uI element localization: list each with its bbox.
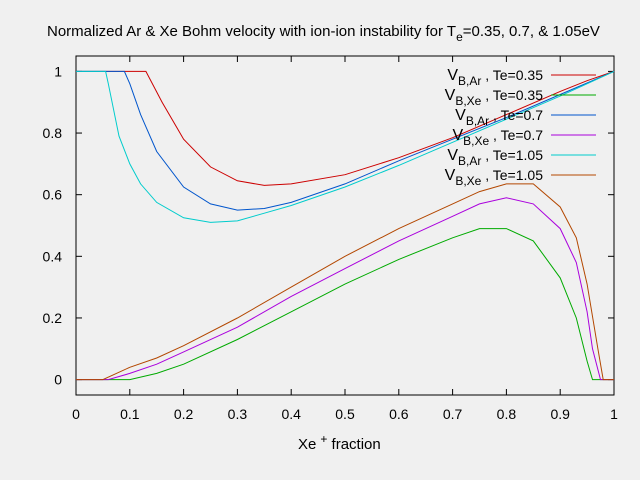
- x-axis-ticks: 0 0.1 0.2 0.3 0.4 0.5 0.6 0.7 0.8 0.9 1: [72, 56, 618, 422]
- x-axis-label-superscript: +: [320, 432, 327, 446]
- y-tick-label: 0.2: [43, 310, 63, 326]
- series-lines: [76, 70, 615, 381]
- chart-title-subscript: e: [456, 30, 463, 44]
- legend-label-5: VB,Ar , Te=1.05: [447, 147, 543, 168]
- legend-label-6: VB,Xe , Te=1.05: [445, 167, 544, 188]
- legend-label-subscript: B,Xe: [455, 174, 481, 188]
- legend-label-te: , Te=0.35: [481, 67, 543, 83]
- legend-label-symbol: V: [452, 127, 463, 144]
- y-tick-label: 0.6: [43, 187, 63, 203]
- x-tick-label: 0.1: [120, 406, 140, 422]
- series-line-4: [76, 197, 614, 381]
- y-tick-label: 0.4: [43, 248, 63, 264]
- y-tick-label: 0: [54, 372, 62, 388]
- series-line-3: [76, 70, 615, 211]
- y-axis-ticks: 0 0.2 0.4 0.6 0.8 1: [43, 63, 614, 388]
- x-axis-label-main: Xe: [298, 436, 316, 453]
- legend-label-4: VB,Xe , Te=0.7: [452, 127, 543, 148]
- legend-label-symbol: V: [455, 107, 466, 124]
- legend-label-3: VB,Ar , Te=0.7: [455, 107, 543, 128]
- series-line-6: [76, 183, 614, 381]
- legend-label-2: VB,Xe , Te=0.35: [445, 87, 544, 108]
- x-tick-label: 0: [72, 406, 80, 422]
- x-tick-label: 0.7: [443, 406, 463, 422]
- legend-label-subscript: B,Xe: [463, 134, 489, 148]
- x-tick-label: 0.2: [174, 406, 194, 422]
- chart-title: Normalized Ar & Xe Bohm velocity with io…: [47, 23, 600, 44]
- legend-label-te: , Te=0.7: [489, 107, 543, 123]
- legend-label-subscript: B,Ar: [466, 114, 489, 128]
- legend-label-te: , Te=1.05: [481, 147, 543, 163]
- legend-label-te: , Te=0.7: [489, 127, 543, 143]
- legend-label-symbol: V: [445, 167, 456, 184]
- series-line-5: [76, 70, 615, 223]
- x-tick-label: 0.5: [335, 406, 355, 422]
- legend-label-subscript: B,Ar: [458, 154, 481, 168]
- y-tick-label: 1: [54, 63, 62, 79]
- legend-label-subscript: B,Ar: [458, 74, 481, 88]
- x-tick-label: 0.4: [281, 406, 301, 422]
- legend-label-symbol: V: [447, 147, 458, 164]
- x-axis-label: Xe + fraction: [298, 432, 381, 453]
- chart-title-prefix: Normalized Ar & Xe Bohm velocity with io…: [47, 23, 456, 40]
- legend-label-symbol: V: [447, 67, 458, 84]
- legend-label-te: , Te=0.35: [481, 87, 543, 103]
- chart-title-suffix: =0.35, 0.7, & 1.05eV: [463, 23, 600, 40]
- x-tick-label: 0.8: [497, 406, 517, 422]
- series-line-2: [76, 228, 614, 381]
- x-tick-label: 0.3: [228, 406, 248, 422]
- legend-label-1: VB,Ar , Te=0.35: [447, 67, 543, 88]
- x-axis-label-suffix: fraction: [327, 436, 380, 453]
- legend-label-te: , Te=1.05: [481, 167, 543, 183]
- legend-label-symbol: V: [445, 87, 456, 104]
- x-tick-label: 0.9: [550, 406, 570, 422]
- x-tick-label: 0.6: [389, 406, 409, 422]
- y-tick-label: 0.8: [43, 125, 63, 141]
- legend-label-subscript: B,Xe: [455, 94, 481, 108]
- series-line-1: [76, 70, 615, 186]
- x-tick-label: 1: [610, 406, 618, 422]
